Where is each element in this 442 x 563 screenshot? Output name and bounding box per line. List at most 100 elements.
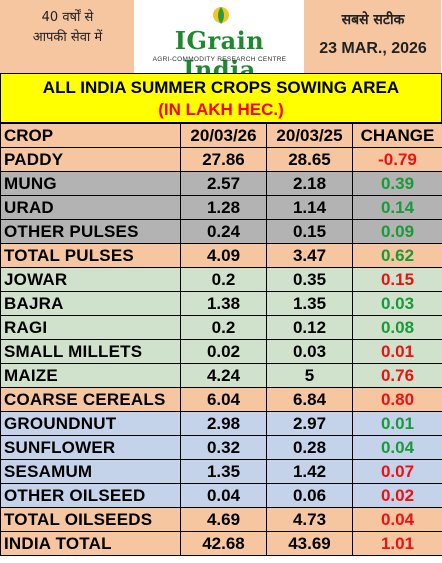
change-cell: 0.80 (352, 387, 442, 412)
crop-name-cell: MAIZE (0, 363, 181, 388)
crop-name-cell: MUNG (0, 171, 181, 196)
table-row: BAJRA 1.38 1.35 0.03 (0, 291, 442, 316)
value-2025-cell: 1.35 (266, 291, 353, 316)
table-row: TOTAL PULSES 4.09 3.47 0.62 (0, 243, 442, 268)
table-row: JOWAR 0.2 0.35 0.15 (0, 267, 442, 292)
crop-name-cell: OTHER PULSES (0, 219, 181, 244)
value-2026-cell: 2.57 (180, 171, 267, 196)
crop-name-cell: PADDY (0, 147, 181, 172)
change-cell: 0.03 (352, 291, 442, 316)
crop-name-cell: COARSE CEREALS (0, 387, 181, 412)
change-cell: 0.14 (352, 195, 442, 220)
report-unit: (IN LAKH HEC.) (158, 100, 284, 119)
change-cell: 0.09 (352, 219, 442, 244)
sowing-area-table: CROP 20/03/26 20/03/25 CHANGE PADDY 27.86… (0, 123, 442, 556)
column-header-change: CHANGE (352, 123, 442, 148)
change-cell: 0.62 (352, 243, 442, 268)
crop-name-cell: URAD (0, 195, 181, 220)
crop-name-cell: INDIA TOTAL (0, 531, 181, 556)
value-2025-cell: 4.73 (266, 507, 353, 532)
crop-name-cell: JOWAR (0, 267, 181, 292)
value-2026-cell: 27.86 (180, 147, 267, 172)
value-2026-cell: 0.2 (180, 315, 267, 340)
table-row: OTHER OILSEED 0.04 0.06 0.02 (0, 483, 442, 508)
column-header-2025: 20/03/25 (266, 123, 353, 148)
title-banner: ALL INDIA SUMMER CROPS SOWING AREA (IN L… (0, 73, 442, 123)
change-cell: 0.76 (352, 363, 442, 388)
crop-name-cell: OTHER OILSEED (0, 483, 181, 508)
table-row: MUNG 2.57 2.18 0.39 (0, 171, 442, 196)
wheat-leaf-icon (213, 7, 229, 24)
value-2025-cell: 0.15 (266, 219, 353, 244)
tagline-left: 40 वर्षों से आपकी सेवा में (0, 8, 135, 48)
value-2025-cell: 0.12 (266, 315, 353, 340)
value-2025-cell: 43.69 (266, 531, 353, 556)
table-row: SMALL MILLETS 0.02 0.03 0.01 (0, 339, 442, 364)
change-cell: 0.08 (352, 315, 442, 340)
crop-name-cell: GROUNDNUT (0, 411, 181, 436)
change-cell: 0.01 (352, 339, 442, 364)
report-title: ALL INDIA SUMMER CROPS SOWING AREA (42, 78, 400, 97)
change-cell: 0.02 (352, 483, 442, 508)
value-2026-cell: 1.38 (180, 291, 267, 316)
crop-name-cell: TOTAL PULSES (0, 243, 181, 268)
value-2026-cell: 2.98 (180, 411, 267, 436)
change-cell: 0.15 (352, 267, 442, 292)
value-2026-cell: 0.24 (180, 219, 267, 244)
table-header-row: CROP 20/03/26 20/03/25 CHANGE (0, 123, 442, 148)
table-row: COARSE CEREALS 6.04 6.84 0.80 (0, 387, 442, 412)
value-2026-cell: 0.32 (180, 435, 267, 460)
header-bar: 40 वर्षों से आपकी सेवा में IGrain India … (0, 0, 442, 84)
value-2025-cell: 28.65 (266, 147, 353, 172)
value-2026-cell: 42.68 (180, 531, 267, 556)
value-2025-cell: 2.97 (266, 411, 353, 436)
change-cell: 0.04 (352, 435, 442, 460)
change-cell: 1.01 (352, 531, 442, 556)
table-row: OTHER PULSES 0.24 0.15 0.09 (0, 219, 442, 244)
value-2026-cell: 4.24 (180, 363, 267, 388)
crop-name-cell: SUNFLOWER (0, 435, 181, 460)
crop-name-cell: RAGI (0, 315, 181, 340)
table-body: PADDY 27.86 28.65 -0.79 MUNG 2.57 2.18 0.39 URAD… (0, 147, 442, 556)
value-2026-cell: 1.28 (180, 195, 267, 220)
change-cell: 0.39 (352, 171, 442, 196)
value-2025-cell: 5 (266, 363, 353, 388)
table-row: TOTAL OILSEEDS 4.69 4.73 0.04 (0, 507, 442, 532)
change-cell: 0.07 (352, 459, 442, 484)
value-2026-cell: 0.02 (180, 339, 267, 364)
table-row: RAGI 0.2 0.12 0.08 (0, 315, 442, 340)
value-2025-cell: 3.47 (266, 243, 353, 268)
table-row: INDIA TOTAL 42.68 43.69 1.01 (0, 531, 442, 556)
table-row: URAD 1.28 1.14 0.14 (0, 195, 442, 220)
crop-name-cell: BAJRA (0, 291, 181, 316)
tagline-left-line2: आपकी सेवा में (32, 30, 103, 45)
value-2025-cell: 0.28 (266, 435, 353, 460)
value-2025-cell: 6.84 (266, 387, 353, 412)
header-left-panel (0, 0, 135, 73)
value-2025-cell: 0.06 (266, 483, 353, 508)
value-2025-cell: 1.42 (266, 459, 353, 484)
table-row: PADDY 27.86 28.65 -0.79 (0, 147, 442, 172)
crop-name-cell: TOTAL OILSEEDS (0, 507, 181, 532)
report-date: 23 MAR., 2026 (319, 40, 427, 57)
tagline-right: सबसे सटीक (341, 12, 405, 28)
table-row: GROUNDNUT 2.98 2.97 0.01 (0, 411, 442, 436)
change-cell: 0.04 (352, 507, 442, 532)
table-row: SESAMUM 1.35 1.42 0.07 (0, 459, 442, 484)
crop-name-cell: SESAMUM (0, 459, 181, 484)
value-2026-cell: 4.69 (180, 507, 267, 532)
column-header-crop: CROP (0, 123, 181, 148)
logo-subtitle: AGRI-COMMODITY RESEARCH CENTRE (152, 56, 287, 63)
value-2026-cell: 4.09 (180, 243, 267, 268)
crop-name-cell: SMALL MILLETS (0, 339, 181, 364)
value-2026-cell: 0.04 (180, 483, 267, 508)
change-cell: 0.01 (352, 411, 442, 436)
value-2025-cell: 0.35 (266, 267, 353, 292)
value-2025-cell: 2.18 (266, 171, 353, 196)
header-right-panel (304, 0, 442, 73)
value-2025-cell: 0.03 (266, 339, 353, 364)
column-header-2026: 20/03/26 (180, 123, 267, 148)
change-cell: -0.79 (352, 147, 442, 172)
table-row: SUNFLOWER 0.32 0.28 0.04 (0, 435, 442, 460)
value-2026-cell: 6.04 (180, 387, 267, 412)
